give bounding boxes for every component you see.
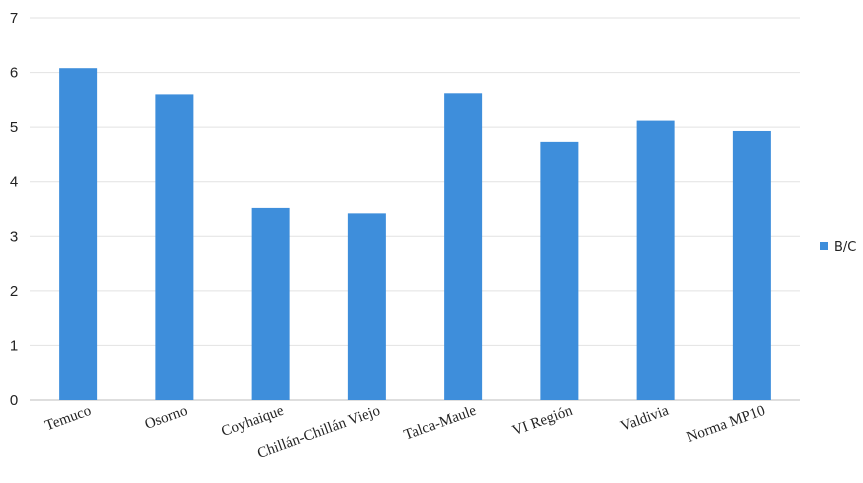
y-tick-label: 3 [10, 228, 18, 245]
y-tick-label: 6 [10, 65, 18, 82]
bars [59, 68, 771, 401]
x-tick-label: Coyhaique [219, 403, 286, 440]
y-axis: 0 1 2 3 4 5 6 7 [10, 10, 18, 409]
bar-6 [540, 141, 579, 400]
bar-5 [444, 93, 483, 401]
y-tick-label: 1 [10, 337, 18, 354]
bar-7 [636, 120, 675, 400]
y-tick-label: 4 [10, 174, 18, 191]
x-tick-label: VI Región [510, 403, 575, 440]
y-tick-label: 7 [10, 10, 18, 27]
bar-8 [732, 130, 771, 400]
x-tick-label: Temuco [43, 403, 94, 434]
gridlines [30, 17, 800, 346]
legend: B/C [820, 240, 856, 255]
legend-swatch [820, 242, 828, 250]
x-tick-label: Valdivia [619, 403, 672, 435]
x-tick-label: Osorno [143, 403, 190, 433]
x-tick-label: Norma MP10 [685, 403, 768, 446]
y-tick-label: 5 [10, 119, 18, 136]
x-tick-label: Talca-Maule [402, 403, 479, 444]
y-tick-label: 2 [10, 283, 18, 300]
bar-4 [347, 213, 386, 400]
bar-3 [251, 207, 290, 400]
bar-1 [59, 68, 98, 400]
legend-label: B/C [834, 240, 856, 255]
y-tick-label: 0 [10, 392, 18, 409]
bar-2 [155, 94, 194, 401]
